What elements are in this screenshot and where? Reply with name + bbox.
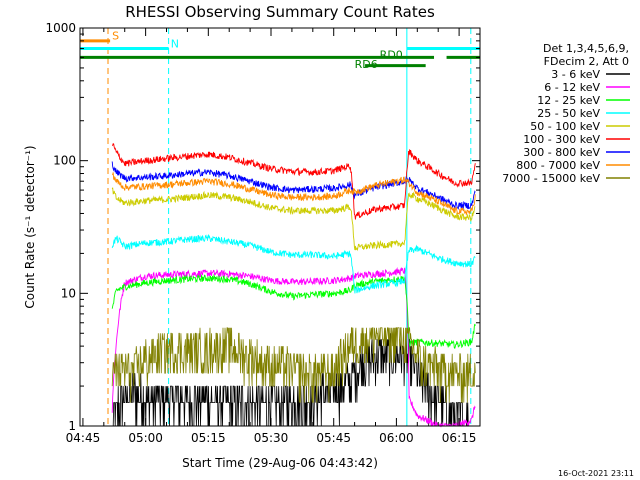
x-tick-label: 05:30 [254,431,289,445]
x-tick-label: 04:45 [66,431,101,445]
legend-label: 300 - 800 keV [523,146,600,159]
annotation-rd6: RD6 [355,58,378,71]
legend-label: 800 - 7000 keV [516,159,600,172]
legend-label: 6 - 12 keV [544,81,600,94]
legend-header-line: FDecim 2, Att 0 [544,55,629,68]
legend-label: 12 - 25 keV [537,94,600,107]
legend-header-line: Det 1,3,4,5,6,9, [543,42,629,55]
series-line-4 [111,187,476,252]
legend-label: 50 - 100 keV [530,120,600,133]
series-line-5 [111,143,476,220]
y-tick-label: 100 [53,154,76,168]
y-tick-label: 1000 [45,21,76,35]
series-line-2 [111,273,476,349]
series-line-6 [111,161,476,210]
x-tick-label: 06:15 [442,431,477,445]
series-line-3 [111,233,476,294]
x-tick-label: 05:00 [128,431,163,445]
legend-label: 7000 - 15000 keV [502,172,600,185]
legend-label: 100 - 300 keV [523,133,600,146]
legend-label: 3 - 6 keV [551,68,600,81]
footer-date: 16-Oct-2021 23:11 [558,469,634,478]
plot-frame [79,27,481,427]
x-tick-label: 05:15 [191,431,226,445]
annotation-rd0: RD0 [380,48,403,61]
y-tick-label: 1 [68,419,76,433]
x-axis-label: Start Time (29-Aug-06 04:43:42) [182,456,378,470]
x-tick-label: 06:00 [379,431,414,445]
series-line-7 [111,172,476,216]
x-tick-label: 05:45 [316,431,351,445]
series-line-1 [111,266,476,428]
annotation-s: S [112,29,119,42]
chart-title: RHESSI Observing Summary Count Rates [125,3,435,21]
legend-label: 25 - 50 keV [537,107,600,120]
annotation-n: N [171,37,179,50]
y-axis-label: Count Rate (s⁻¹ detector⁻¹) [23,145,37,308]
y-tick-label: 10 [61,286,76,300]
series-line-8 [111,327,476,403]
